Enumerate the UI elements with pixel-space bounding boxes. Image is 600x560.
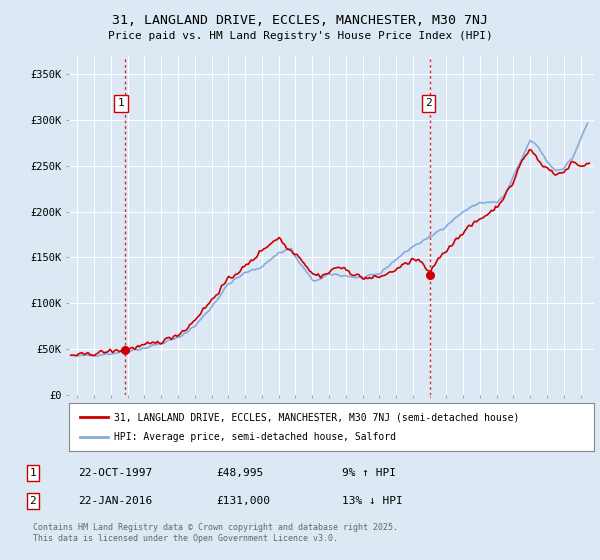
Text: 13% ↓ HPI: 13% ↓ HPI — [342, 496, 403, 506]
Text: 31, LANGLAND DRIVE, ECCLES, MANCHESTER, M30 7NJ (semi-detached house): 31, LANGLAND DRIVE, ECCLES, MANCHESTER, … — [113, 413, 519, 422]
Text: 9% ↑ HPI: 9% ↑ HPI — [342, 468, 396, 478]
Text: 22-OCT-1997: 22-OCT-1997 — [78, 468, 152, 478]
Text: Price paid vs. HM Land Registry's House Price Index (HPI): Price paid vs. HM Land Registry's House … — [107, 31, 493, 41]
Text: 31, LANGLAND DRIVE, ECCLES, MANCHESTER, M30 7NJ: 31, LANGLAND DRIVE, ECCLES, MANCHESTER, … — [112, 14, 488, 27]
Text: 22-JAN-2016: 22-JAN-2016 — [78, 496, 152, 506]
Text: £131,000: £131,000 — [216, 496, 270, 506]
Text: Contains HM Land Registry data © Crown copyright and database right 2025.
This d: Contains HM Land Registry data © Crown c… — [33, 524, 398, 543]
Text: £48,995: £48,995 — [216, 468, 263, 478]
Text: 1: 1 — [29, 468, 37, 478]
Text: 2: 2 — [425, 99, 432, 109]
Text: 1: 1 — [118, 99, 125, 109]
Text: HPI: Average price, semi-detached house, Salford: HPI: Average price, semi-detached house,… — [113, 432, 395, 442]
Text: 2: 2 — [29, 496, 37, 506]
